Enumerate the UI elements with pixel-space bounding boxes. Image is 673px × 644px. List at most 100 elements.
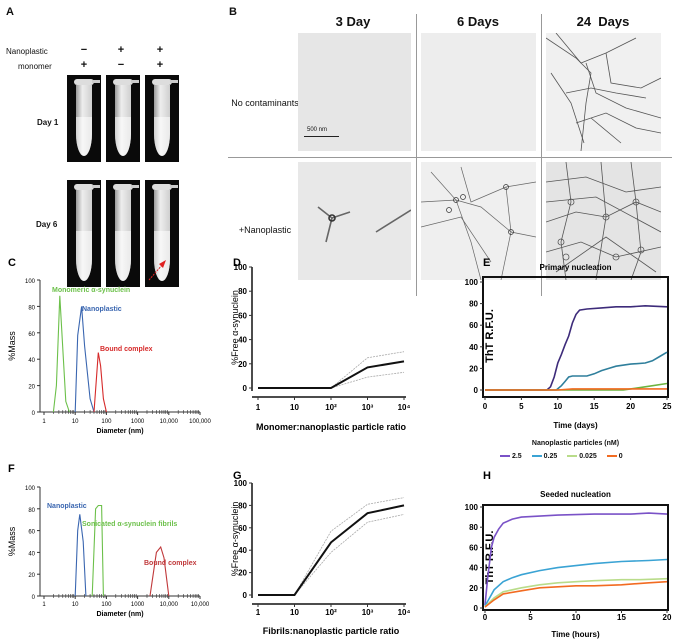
legend-item-0.025: 0.025 xyxy=(567,453,597,460)
plot-frame xyxy=(482,276,669,398)
tube-photo xyxy=(145,75,179,162)
x-tick-label: 25 xyxy=(663,402,672,411)
day1-label: Day 1 xyxy=(37,118,59,127)
x-tick-label: 10,000 xyxy=(191,602,210,608)
y-axis-label: %Free α-synuclein xyxy=(230,502,240,577)
legend-swatch xyxy=(606,455,617,458)
y-tick-label: 40 xyxy=(238,546,247,555)
series-line-2.5 xyxy=(484,512,668,606)
legend-item-0.25: 0.25 xyxy=(531,453,557,460)
column-header-6-days: 6 Days xyxy=(457,14,499,29)
y-tick-label: 60 xyxy=(469,543,478,552)
scale-bar xyxy=(304,136,339,137)
y-tick-label: 20 xyxy=(469,584,478,593)
row-label-no-contaminants: No contaminants xyxy=(231,98,299,108)
panel-a-label: A xyxy=(6,6,14,18)
series-line-sonicated-synuclein-fibrils xyxy=(91,504,104,597)
y-tick-label: 100 xyxy=(25,279,36,285)
x-tick-label: 5 xyxy=(519,402,524,411)
x-axis-label: Diameter (nm) xyxy=(96,428,143,435)
y-axis-label: %Mass xyxy=(7,526,17,556)
sign-nano-3: + xyxy=(156,44,164,56)
x-tick-label: 0 xyxy=(483,402,488,411)
y-tick-label: 80 xyxy=(238,501,247,510)
y-tick-label: 40 xyxy=(469,343,478,352)
panel-label: G xyxy=(233,470,242,482)
tube-photo-pellet xyxy=(145,180,179,287)
tube-photo xyxy=(67,180,101,287)
x-tick-label: 10 xyxy=(290,403,299,412)
x-tick-label: 1000 xyxy=(131,602,145,608)
micrograph-3day-nanoplastic xyxy=(298,162,411,280)
series-label: Monomeric α-synuclein xyxy=(52,287,130,294)
x-tick-label: 100,000 xyxy=(189,419,211,425)
y-tick-label: 20 xyxy=(238,569,247,578)
y-tick-label: 100 xyxy=(234,479,248,488)
chart-panel-d: D 0 20 40 60 80 100 1 10 10² 10³ 10⁴ Monomer:nanopla… xyxy=(230,257,410,432)
x-tick-label: 10⁴ xyxy=(398,403,411,412)
legend-title: Nanoplastic particles (nM) xyxy=(531,440,620,447)
x-tick-label: 1 xyxy=(42,419,46,425)
series-line-0.25 xyxy=(485,351,668,391)
x-tick-label: 10,000 xyxy=(160,602,179,608)
x-tick-label: 10³ xyxy=(362,403,374,412)
grid-divider xyxy=(416,14,417,296)
x-tick-label: 1 xyxy=(42,602,46,608)
x-tick-label: 20 xyxy=(626,402,635,411)
series-line-monomeric-synuclein xyxy=(52,295,70,413)
series-line-2.5 xyxy=(485,304,668,391)
micrograph-6day-control xyxy=(421,33,536,151)
chart-panel-e: E Primary nucleation 0 20 40 60 80 100 0 5 10 15 20 2… xyxy=(465,257,672,430)
y-axis-label: ThT R.F.U. xyxy=(484,309,496,363)
y-tick-label: 80 xyxy=(28,305,35,311)
x-tick-label: 20 xyxy=(663,613,672,622)
legend: 2.5 0.25 0.025 0 xyxy=(500,453,623,460)
grid-divider xyxy=(541,14,542,296)
panel-b-label: B xyxy=(229,6,237,18)
sign-nano-1: − xyxy=(80,44,88,56)
chart-panel-h: H Seeded nucleation 0 20 40 60 80 100 0 5 10 15 20 Ti… xyxy=(465,470,672,639)
x-tick-label: 15 xyxy=(617,613,626,622)
x-tick-label: 10³ xyxy=(362,608,374,617)
series-line-bound-complex xyxy=(149,545,170,597)
series-line-nanoplastic xyxy=(74,514,87,597)
chart-title: Primary nucleation xyxy=(539,263,611,272)
legend-item-0: 0 xyxy=(606,453,623,460)
scale-bar-label: 500 nm xyxy=(307,127,328,133)
micrograph-24day-nanoplastic xyxy=(546,162,661,280)
x-tick-label: 10 xyxy=(72,419,79,425)
y-tick-label: 40 xyxy=(28,551,35,557)
x-tick-label: 1 xyxy=(256,608,261,617)
x-axis-label: Time (hours) xyxy=(551,630,600,639)
lower-bound-line xyxy=(258,514,405,596)
series-label: Nanoplastic xyxy=(82,306,122,313)
x-axis-label: Monomer:nanoplastic particle ratio xyxy=(256,422,407,432)
fibrils-image xyxy=(317,206,411,243)
y-axis-label: %Mass xyxy=(7,331,17,361)
x-tick-label: 1000 xyxy=(131,419,145,425)
chart-panel-c: C 0 20 40 60 80 100 1 10 100 1000 10,000 100,000 Diam… xyxy=(7,257,212,435)
y-tick-label: 60 xyxy=(238,311,247,320)
grid-divider xyxy=(228,157,672,158)
y-tick-label: 20 xyxy=(28,385,35,391)
x-tick-label: 10 xyxy=(290,608,299,617)
plot-frame xyxy=(482,504,669,611)
y-tick-label: 0 xyxy=(32,595,36,601)
y-tick-label: 40 xyxy=(28,358,35,364)
x-tick-label: 1 xyxy=(256,403,261,412)
x-axis-label: Time (days) xyxy=(553,421,598,430)
y-tick-label: 0 xyxy=(243,591,248,600)
lower-bound-line xyxy=(258,371,405,389)
series-label: Sonicated α-synuclein fibrils xyxy=(82,521,177,528)
chart-panel-g: G 0 20 40 60 80 100 1 10 10² 10³ 10⁴ Fibrils:nanopla… xyxy=(230,470,410,636)
series-line-nanoplastic xyxy=(74,306,95,413)
y-axis-label: %Free α-synuclein xyxy=(230,290,240,365)
panel-label: D xyxy=(233,257,241,269)
y-tick-label: 20 xyxy=(238,360,247,369)
x-axis-label: Fibrils:nanoplastic particle ratio xyxy=(263,626,400,636)
series-line-0 xyxy=(485,388,667,391)
x-tick-label: 15 xyxy=(590,402,599,411)
y-tick-label: 80 xyxy=(469,523,478,532)
x-tick-label: 10² xyxy=(325,608,337,617)
